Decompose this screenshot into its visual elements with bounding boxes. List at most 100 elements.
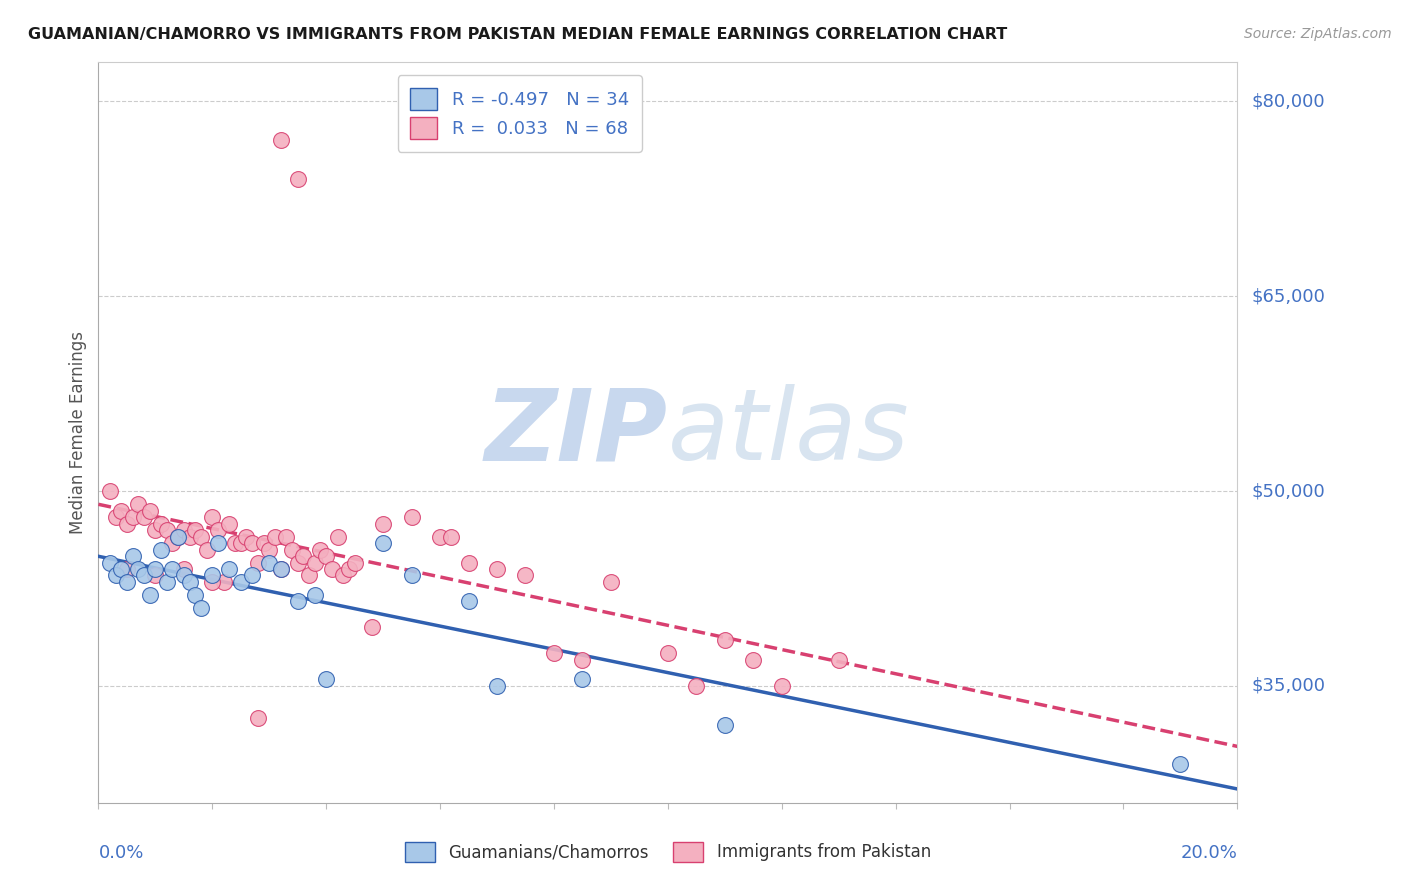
Point bbox=[138, 503, 160, 517]
Point bbox=[309, 542, 332, 557]
Point bbox=[229, 536, 252, 550]
Point bbox=[371, 516, 394, 531]
Point bbox=[104, 510, 127, 524]
Point bbox=[343, 556, 366, 570]
Text: $35,000: $35,000 bbox=[1251, 677, 1326, 695]
Point bbox=[138, 588, 160, 602]
Point bbox=[600, 574, 623, 589]
Point bbox=[104, 568, 127, 582]
Point bbox=[110, 503, 132, 517]
Point bbox=[714, 633, 737, 648]
Point bbox=[132, 568, 155, 582]
Point bbox=[184, 523, 207, 537]
Point bbox=[1170, 756, 1192, 771]
Point bbox=[115, 574, 138, 589]
Point bbox=[218, 562, 240, 576]
Point bbox=[190, 529, 212, 543]
Point bbox=[292, 549, 315, 563]
Text: atlas: atlas bbox=[668, 384, 910, 481]
Point bbox=[326, 529, 349, 543]
Text: 0.0%: 0.0% bbox=[98, 844, 143, 862]
Point bbox=[298, 568, 321, 582]
Point bbox=[457, 556, 479, 570]
Text: GUAMANIAN/CHAMORRO VS IMMIGRANTS FROM PAKISTAN MEDIAN FEMALE EARNINGS CORRELATIO: GUAMANIAN/CHAMORRO VS IMMIGRANTS FROM PA… bbox=[28, 27, 1007, 42]
Point bbox=[156, 574, 179, 589]
Point bbox=[685, 679, 707, 693]
Point bbox=[287, 556, 309, 570]
Text: $50,000: $50,000 bbox=[1251, 482, 1324, 500]
Point bbox=[167, 529, 190, 543]
Point bbox=[259, 556, 281, 570]
Point bbox=[321, 562, 343, 576]
Point bbox=[252, 536, 274, 550]
Point bbox=[190, 601, 212, 615]
Point bbox=[98, 484, 121, 499]
Point bbox=[150, 542, 173, 557]
Point bbox=[127, 497, 149, 511]
Point bbox=[259, 542, 281, 557]
Point bbox=[264, 529, 287, 543]
Point bbox=[270, 562, 292, 576]
Point bbox=[360, 620, 382, 634]
Point bbox=[714, 718, 737, 732]
Point bbox=[145, 523, 167, 537]
Point bbox=[657, 647, 679, 661]
Point bbox=[98, 556, 121, 570]
Point bbox=[207, 536, 229, 550]
Point bbox=[240, 536, 263, 550]
Text: $80,000: $80,000 bbox=[1251, 93, 1324, 111]
Point bbox=[770, 679, 793, 693]
Legend: Guamanians/Chamorros, Immigrants from Pakistan: Guamanians/Chamorros, Immigrants from Pa… bbox=[398, 835, 938, 869]
Point bbox=[543, 647, 565, 661]
Point bbox=[304, 588, 326, 602]
Point bbox=[110, 562, 132, 576]
Point bbox=[195, 542, 218, 557]
Point bbox=[486, 562, 509, 576]
Text: $65,000: $65,000 bbox=[1251, 287, 1324, 305]
Point bbox=[304, 556, 326, 570]
Point bbox=[167, 529, 190, 543]
Point bbox=[281, 542, 304, 557]
Point bbox=[270, 133, 292, 147]
Point bbox=[224, 536, 246, 550]
Point bbox=[515, 568, 537, 582]
Point bbox=[240, 568, 263, 582]
Point bbox=[212, 574, 235, 589]
Point bbox=[457, 594, 479, 608]
Point bbox=[571, 653, 593, 667]
Point bbox=[246, 556, 269, 570]
Point bbox=[486, 679, 509, 693]
Point bbox=[207, 523, 229, 537]
Point bbox=[201, 574, 224, 589]
Text: 20.0%: 20.0% bbox=[1181, 844, 1237, 862]
Point bbox=[115, 516, 138, 531]
Y-axis label: Median Female Earnings: Median Female Earnings bbox=[69, 331, 87, 534]
Point bbox=[173, 562, 195, 576]
Text: Source: ZipAtlas.com: Source: ZipAtlas.com bbox=[1244, 27, 1392, 41]
Point bbox=[132, 510, 155, 524]
Point bbox=[127, 562, 149, 576]
Point bbox=[201, 510, 224, 524]
Point bbox=[287, 594, 309, 608]
Point bbox=[332, 568, 354, 582]
Point bbox=[115, 562, 138, 576]
Point bbox=[121, 549, 143, 563]
Text: ZIP: ZIP bbox=[485, 384, 668, 481]
Point bbox=[173, 568, 195, 582]
Point bbox=[179, 529, 201, 543]
Point bbox=[270, 562, 292, 576]
Point bbox=[184, 588, 207, 602]
Point bbox=[179, 574, 201, 589]
Point bbox=[429, 529, 451, 543]
Point bbox=[145, 562, 167, 576]
Point bbox=[276, 529, 298, 543]
Point bbox=[173, 523, 195, 537]
Point bbox=[440, 529, 463, 543]
Point bbox=[371, 536, 394, 550]
Point bbox=[337, 562, 360, 576]
Point bbox=[315, 549, 337, 563]
Point bbox=[145, 568, 167, 582]
Point bbox=[401, 510, 423, 524]
Point bbox=[246, 711, 269, 725]
Point bbox=[162, 536, 184, 550]
